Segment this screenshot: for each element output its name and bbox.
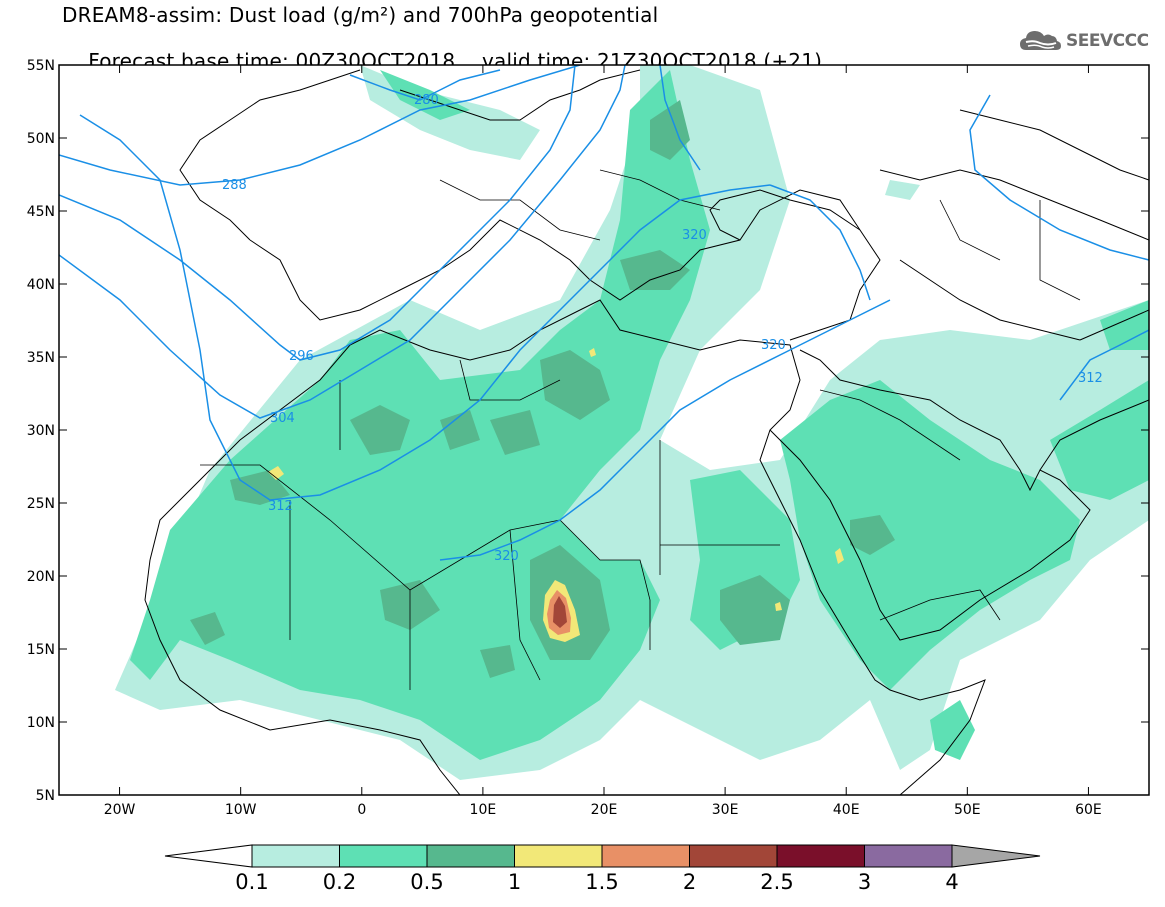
colorbar-swatch [689,844,778,868]
contour-label: 296 [289,349,314,364]
lon-axis: 20W 10W 0 10E 20E 30E 40E 50E 60E [104,65,1102,818]
contour-label: 320 [682,228,707,243]
colorbar-swatch [601,844,690,868]
lon-tick-label: 50E [954,802,981,818]
colorbar-under-triangle [164,844,253,868]
lon-tick-label: 10W [225,802,257,818]
geopotential-contours [59,65,1149,561]
colorbar-label: 1 [508,870,521,894]
colorbar-over-triangle [951,844,1041,868]
colorbar-swatch [864,844,953,868]
colorbar-label: 0.1 [235,870,268,894]
colorbar-swatch [339,844,428,868]
lat-tick-label: 50N [27,131,55,147]
cloud-icon [1020,31,1061,50]
lat-tick-label: 15N [27,642,55,658]
lat-tick-label: 20N [27,569,55,585]
contour-label: 320 [494,549,519,564]
lon-tick-label: 40E [833,802,860,818]
colorbar-swatch [776,844,865,868]
lon-tick-label: 20W [104,802,136,818]
logo-text: SEEVCCC [1066,31,1149,51]
lat-tick-label: 10N [27,715,55,731]
lon-tick-label: 30E [712,802,739,818]
contour-label: 312 [268,499,293,514]
contour-label: 312 [1078,371,1103,386]
lon-tick-label: 60E [1075,802,1102,818]
colorbar-swatch [251,844,340,868]
dust-level-2 [553,596,567,628]
colorbar-label: 2 [683,870,696,894]
contour-label: 320 [761,338,786,353]
colorbar-label: 0.5 [410,870,443,894]
colorbar-swatch [426,844,515,868]
lat-tick-label: 45N [27,204,55,220]
lon-tick-label: 20E [591,802,618,818]
lon-tick-label: 0 [357,802,366,818]
colorbar: 0.1 0.2 0.5 1 1.5 2 2.5 3 4 [164,844,1041,894]
contour-label: 288 [222,178,247,193]
coastlines [144,69,1149,795]
colorbar-label: 1.5 [585,870,618,894]
colorbar-label: 2.5 [760,870,793,894]
colorbar-swatch [514,844,603,868]
map-area: 280 288 296 304 312 320 320 320 312 [59,65,1149,795]
colorbar-label: 0.2 [323,870,356,894]
lat-tick-label: 40N [27,277,55,293]
colorbar-label: 4 [945,870,958,894]
contour-label: 304 [270,411,295,426]
lat-tick-label: 5N [36,788,55,804]
lat-tick-label: 25N [27,496,55,512]
lat-axis: 55N 50N 45N 40N 35N 30N 25N 20N 15N 10N 5N [27,58,1149,804]
contour-label: 280 [414,93,439,108]
contour-labels: 280 288 296 304 312 320 320 320 312 [222,93,1103,564]
lat-tick-label: 55N [27,58,55,74]
country-borders [200,169,1081,690]
colorbar-label: 3 [858,870,871,894]
logo: SEEVCCC [1018,26,1149,56]
title-line: DREAM8-assim: Dust load (g/m²) and 700hP… [62,3,659,27]
lat-tick-label: 30N [27,423,55,439]
lat-tick-label: 35N [27,350,55,366]
lon-tick-label: 10E [470,802,497,818]
